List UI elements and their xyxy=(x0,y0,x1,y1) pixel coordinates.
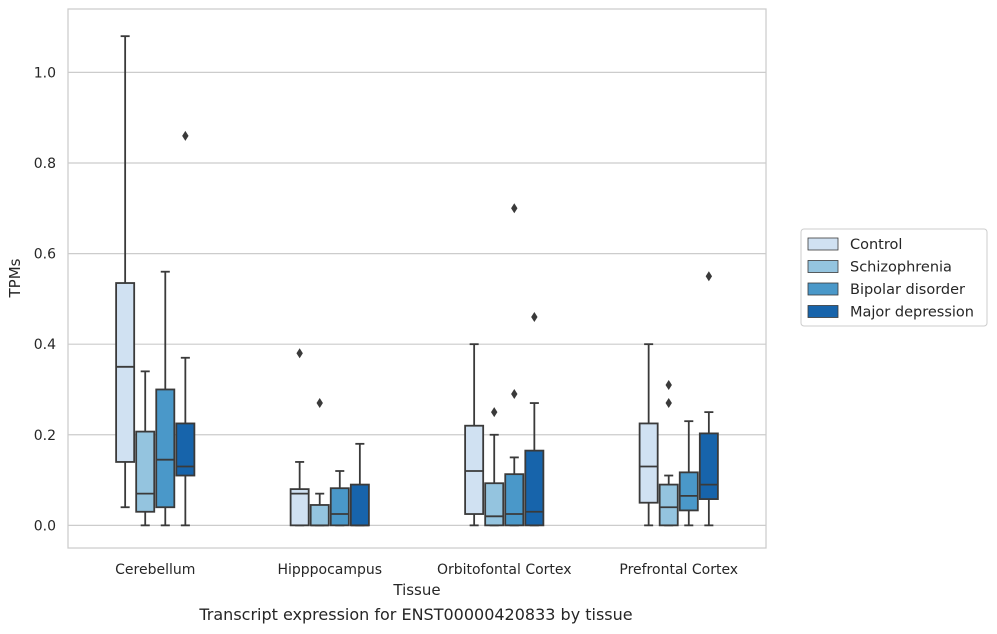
box-iqr xyxy=(504,473,525,527)
box-iqr xyxy=(155,388,176,509)
outlier-marker xyxy=(296,348,303,359)
x-tick-labels: Cerebellum Hipppocampus Orbitofontal Corte… xyxy=(115,562,738,578)
y-tick-label: 0.0 xyxy=(34,518,56,534)
legend-frame xyxy=(800,228,988,327)
box-3-3 xyxy=(698,271,719,527)
legend-swatch xyxy=(807,237,839,251)
box-1-0 xyxy=(289,348,310,527)
x-tick-label: Prefrontal Cortex xyxy=(619,562,738,578)
box-1-3 xyxy=(349,442,370,527)
x-tick-label: Orbitofontal Cortex xyxy=(437,562,572,578)
y-tick-label: 1.0 xyxy=(34,65,56,81)
box-iqr xyxy=(349,483,370,527)
box-0-3 xyxy=(175,130,196,527)
box-iqr xyxy=(698,432,719,500)
legend-label: Bipolar disorder xyxy=(850,282,965,298)
box-2-1 xyxy=(484,407,505,527)
legend: Control Schizophrenia Bipolar disorder Majo… xyxy=(800,228,988,327)
outlier-marker xyxy=(665,379,672,390)
plot-frame xyxy=(67,8,767,549)
box-iqr xyxy=(329,487,350,527)
box-iqr xyxy=(175,422,196,477)
legend-swatch xyxy=(807,260,839,273)
outlier-marker xyxy=(511,389,518,399)
outlier-marker xyxy=(491,407,498,418)
y-tick-label: 0.8 xyxy=(34,156,56,172)
box-2-0 xyxy=(464,343,485,527)
y-tick-labels: 0.0 0.2 0.4 0.6 0.8 1.0 xyxy=(34,65,56,534)
box-0-1 xyxy=(135,370,156,527)
y-tick-label: 0.4 xyxy=(34,337,56,353)
box-3-2 xyxy=(678,420,699,527)
legend-label: Control xyxy=(850,237,902,253)
box-iqr xyxy=(678,471,699,512)
box-iqr xyxy=(484,482,505,527)
outlier-marker xyxy=(316,398,323,409)
box-2-3 xyxy=(524,312,545,527)
box-series-layer xyxy=(115,35,719,527)
box-iqr xyxy=(309,504,330,527)
outlier-marker xyxy=(665,398,672,409)
outlier-marker xyxy=(182,130,189,141)
chart-caption: Transcript expression for ENST0000042083… xyxy=(199,605,633,624)
legend-label: Major depression xyxy=(850,305,974,321)
box-iqr xyxy=(115,282,136,463)
box-0-0 xyxy=(115,35,136,509)
x-tick-label: Cerebellum xyxy=(115,562,195,578)
box-iqr xyxy=(464,424,485,515)
x-tick-label: Hipppocampus xyxy=(277,562,382,578)
box-2-2 xyxy=(504,203,525,527)
box-iqr xyxy=(524,449,545,527)
y-axis-label: TPMs xyxy=(6,258,24,298)
box-iqr xyxy=(289,488,310,527)
box-0-2 xyxy=(155,270,176,527)
box-iqr xyxy=(638,422,659,504)
y-tick-label: 0.2 xyxy=(34,428,56,444)
legend-label: Schizophrenia xyxy=(850,260,952,276)
box-1-1 xyxy=(309,398,330,527)
box-3-1 xyxy=(658,379,679,527)
box-3-0 xyxy=(638,343,659,527)
legend-swatch xyxy=(807,305,839,318)
box-1-2 xyxy=(329,470,350,527)
x-axis-label: Tissue xyxy=(392,581,440,599)
outlier-marker xyxy=(511,203,518,214)
outlier-marker xyxy=(705,271,713,282)
y-tick-label: 0.6 xyxy=(34,247,56,263)
box-iqr xyxy=(658,483,679,527)
legend-swatch xyxy=(807,282,839,296)
box-iqr xyxy=(135,430,156,513)
outlier-marker xyxy=(531,312,538,322)
